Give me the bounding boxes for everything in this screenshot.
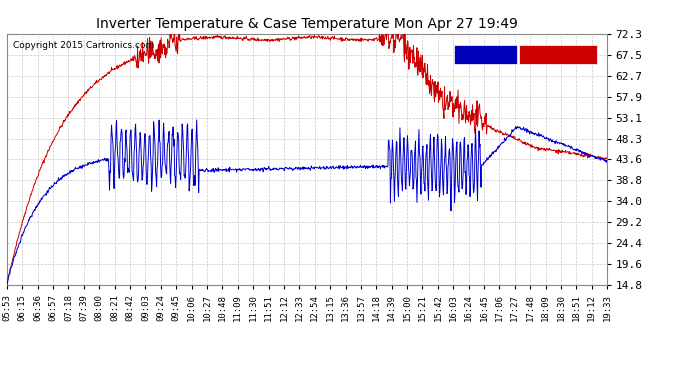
Text: Inverter  (°C): Inverter (°C) — [522, 50, 594, 60]
Text: Copyright 2015 Cartronics.com: Copyright 2015 Cartronics.com — [13, 41, 154, 50]
Title: Inverter Temperature & Case Temperature Mon Apr 27 19:49: Inverter Temperature & Case Temperature … — [96, 17, 518, 31]
Text: Case  (°C): Case (°C) — [459, 50, 513, 60]
FancyBboxPatch shape — [454, 45, 518, 64]
FancyBboxPatch shape — [519, 45, 597, 64]
